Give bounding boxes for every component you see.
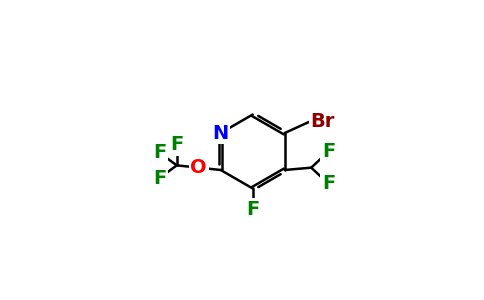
Text: Br: Br (310, 112, 334, 131)
Text: F: F (322, 174, 335, 193)
Text: N: N (212, 124, 229, 142)
Text: F: F (153, 143, 166, 162)
Text: F: F (153, 169, 166, 188)
Text: F: F (170, 135, 183, 154)
Text: F: F (322, 142, 335, 161)
Text: F: F (246, 200, 259, 219)
Text: O: O (190, 158, 207, 177)
